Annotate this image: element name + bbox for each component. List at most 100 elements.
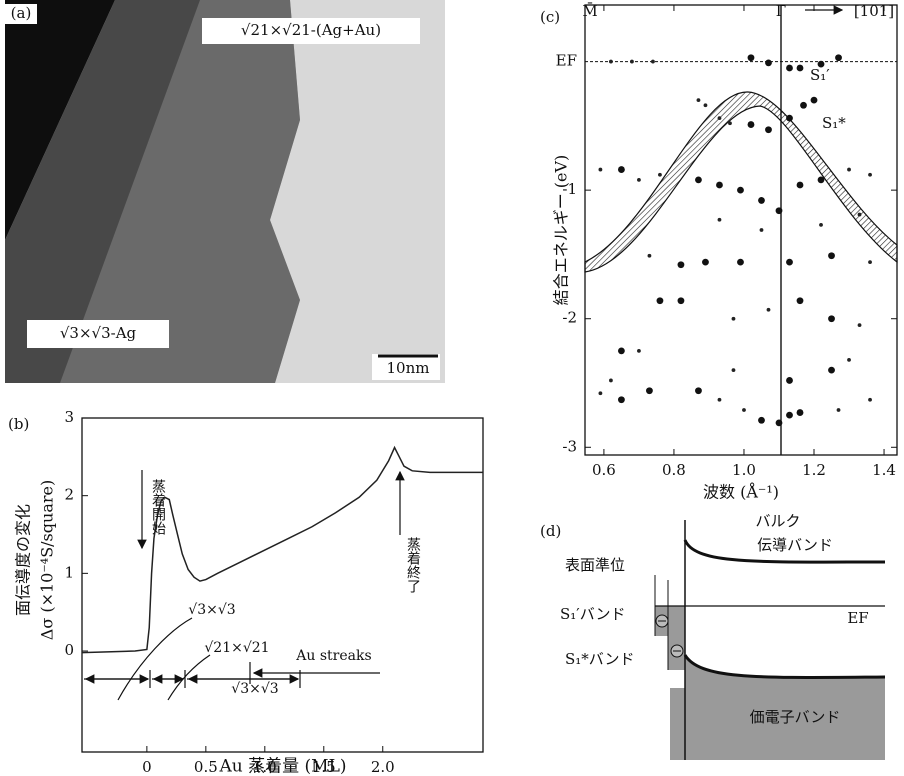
- band-point: [786, 377, 793, 384]
- band-point: [828, 366, 835, 374]
- band-point: [758, 197, 765, 204]
- band-point: [758, 416, 765, 424]
- band-point: [609, 378, 613, 383]
- band-point: [618, 347, 625, 355]
- top-label: M̄: [582, 2, 597, 20]
- panel-c-decor: [584, 5, 898, 455]
- band-point: [651, 59, 655, 64]
- band-point: [828, 315, 835, 323]
- band-point: [835, 54, 842, 62]
- stm-image: (a) √21×√21-(Ag+Au) √3×√3-Ag 10nm: [5, 0, 445, 383]
- band-point: [796, 181, 804, 189]
- band-point: [759, 228, 764, 232]
- x-tick-label: 0: [142, 758, 152, 776]
- band-point: [695, 387, 702, 395]
- band-point: [702, 258, 709, 266]
- annotation: Au streaks: [295, 648, 371, 664]
- band-point: [656, 297, 664, 305]
- band-point: [677, 261, 685, 269]
- y-tick-label: 0: [64, 641, 74, 659]
- band-point: [857, 212, 862, 217]
- y-tick-label: -1: [562, 180, 577, 198]
- panel-label: (c): [540, 8, 560, 26]
- x-tick-label: 0.6: [592, 461, 616, 479]
- y-tick-label: EF: [556, 52, 577, 70]
- band-point: [637, 177, 641, 182]
- x-tick-label: 2.0: [371, 758, 395, 776]
- band-point: [737, 258, 744, 266]
- panel-label: (a): [11, 4, 32, 22]
- x-tick-label: 1.0: [732, 461, 756, 479]
- band-point: [731, 316, 736, 321]
- region-label: √3×√3-Ag: [60, 324, 137, 342]
- band-point: [747, 121, 755, 128]
- band-point: [647, 253, 652, 258]
- y-tick-label: -3: [562, 437, 577, 455]
- band-point: [737, 186, 744, 194]
- band-point: [786, 114, 793, 122]
- band-point: [786, 64, 793, 72]
- band-label: S₁′バンド: [560, 605, 625, 623]
- band-point: [618, 166, 625, 173]
- band-point: [847, 167, 851, 172]
- x-tick-label: 1.2: [802, 461, 826, 479]
- y-tick-label: -2: [562, 309, 577, 327]
- x-axis-label: 波数 (Å⁻¹): [703, 482, 779, 502]
- band-point: [796, 409, 804, 416]
- band-point: [637, 348, 641, 353]
- top-label: Γ̄: [776, 2, 786, 20]
- band-point: [728, 121, 732, 126]
- y-axis-label: 結合エネルギー (eV): [552, 155, 571, 306]
- band-point: [717, 217, 722, 222]
- band-point: [796, 64, 804, 72]
- annotation: √3×√3: [231, 681, 278, 697]
- x-tick-label: 0.5: [194, 758, 218, 776]
- x-tick-label: 1.5: [312, 758, 336, 776]
- y-tick-label: 1: [64, 563, 74, 581]
- plot-frame: [584, 4, 898, 456]
- annotation: 蒸着終了: [405, 537, 421, 593]
- band-point: [817, 176, 825, 184]
- annotation: √21×√21: [204, 640, 269, 656]
- band-point: [786, 258, 793, 266]
- band-point: [609, 59, 613, 64]
- band-point: [766, 307, 771, 312]
- band-point: [857, 323, 862, 328]
- band-point: [747, 54, 755, 62]
- band-point: [796, 297, 804, 305]
- band-point: [765, 59, 772, 67]
- x-tick-label: 1.4: [872, 461, 896, 479]
- x-tick-label: 0.8: [662, 461, 686, 479]
- band-point: [868, 260, 872, 265]
- x-axis-label: Au 蒸着量 (ML): [219, 757, 347, 776]
- band-point: [598, 167, 603, 172]
- band-point: [742, 408, 746, 412]
- band-point: [717, 397, 722, 402]
- annotation: √3×√3: [188, 602, 235, 618]
- band-point: [800, 101, 807, 109]
- band-point: [868, 172, 872, 177]
- band-point: [731, 368, 736, 373]
- y-axis-label: Δσ (×10⁻⁴S/square): [38, 480, 57, 640]
- band-label: 伝導バンド: [757, 536, 833, 554]
- y-axis-label: 面伝導度の変化: [14, 504, 33, 616]
- band-diagram: [654, 520, 886, 760]
- band-point: [817, 60, 825, 68]
- band-label: EF: [847, 609, 868, 627]
- band-point: [836, 408, 841, 412]
- band-point: [828, 252, 835, 260]
- band-point: [703, 103, 708, 108]
- band-label: バルク: [755, 512, 800, 530]
- annotation: S₁′: [810, 66, 830, 84]
- band-point: [775, 207, 783, 215]
- y-tick-label: 3: [64, 408, 74, 426]
- band-point: [716, 181, 723, 189]
- band-label: 表面準位: [565, 556, 625, 574]
- band-point: [695, 176, 702, 184]
- band-point: [775, 419, 783, 427]
- band-point: [868, 397, 872, 402]
- panel-b-annotations: [84, 470, 405, 701]
- panel-label: (d): [540, 522, 561, 540]
- annotation: 蒸着開始: [150, 479, 166, 535]
- band-point: [717, 116, 722, 121]
